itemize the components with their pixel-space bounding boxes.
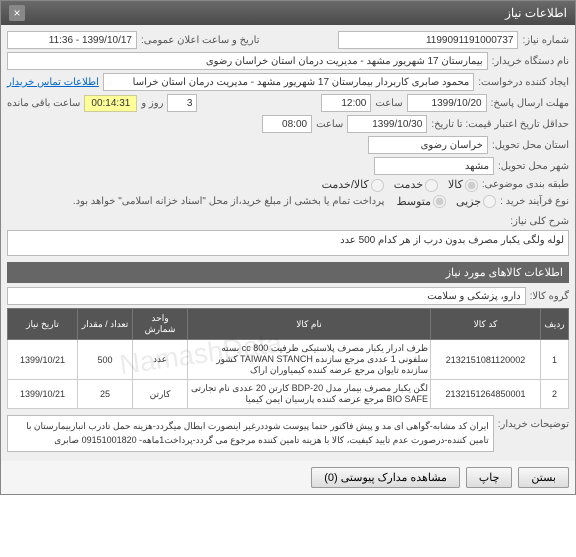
col-code: کد کالا: [431, 309, 541, 340]
deadline-date: 1399/10/20: [407, 94, 487, 112]
window-title: اطلاعات نیاز: [505, 6, 567, 20]
window: اطلاعات نیاز × شماره نیاز: 1199091191000…: [0, 0, 576, 495]
titlebar: اطلاعات نیاز ×: [1, 1, 575, 25]
cell-code: 2132151264850001: [431, 380, 541, 409]
cell-n: 1: [541, 340, 569, 380]
min-valid-date: 1399/10/30: [347, 115, 427, 133]
cell-date: 1399/10/21: [8, 340, 78, 380]
cell-unit: کارتن: [133, 380, 188, 409]
days-label: روز و: [141, 98, 163, 109]
deadline-time: 12:00: [321, 94, 371, 112]
delivery-city-label: شهر محل تحویل:: [498, 161, 569, 172]
cell-qty: 500: [78, 340, 133, 380]
cat-goods-service[interactable]: کالا/خدمت: [322, 178, 384, 192]
table-row: 12132151081120002ظرف ادرار یکبار مصرف پل…: [8, 340, 569, 380]
days-field: 3: [167, 94, 197, 112]
process-group: جزیی متوسط: [396, 195, 496, 209]
print-button[interactable]: چاپ: [466, 467, 513, 488]
close-button[interactable]: بستن: [518, 467, 569, 488]
buyer-desc-label: توضیحات خریدار:: [498, 415, 569, 430]
cell-code: 2132151081120002: [431, 340, 541, 380]
min-valid-time: 08:00: [262, 115, 312, 133]
min-valid-label: حداقل تاریخ اعتبار قیمت: تا تاریخ:: [431, 119, 569, 130]
goods-table: ردیف کد کالا نام کالا واحد شمارش تعداد /…: [7, 308, 569, 409]
buyer-org-field: بیمارستان 17 شهریور مشهد - مدیریت درمان …: [7, 52, 488, 70]
cell-unit: عدد: [133, 340, 188, 380]
timer: 00:14:31: [84, 95, 137, 112]
announce-field: 1399/10/17 - 11:36: [7, 31, 137, 49]
buyer-org-label: نام دستگاه خریدار:: [492, 56, 569, 67]
delivery-city: مشهد: [374, 157, 494, 175]
cell-n: 2: [541, 380, 569, 409]
delivery-prov: خراسان رضوی: [368, 136, 488, 154]
group-label: گروه کالا:: [530, 291, 569, 302]
process-type-label: نوع فرآیند خرید :: [500, 196, 569, 207]
need-title: لوله ولگی یکبار مصرف بدون درب از هر کدام…: [7, 230, 569, 256]
buyer-desc: ایران کد مشابه-گواهی ای مد و پیش فاکتور …: [7, 415, 494, 452]
need-title-label: شرح کلی نیاز:: [510, 216, 569, 227]
table-row: 22132151264850001لگن یکبار مصرف بیمار مد…: [8, 380, 569, 409]
need-no-label: شماره نیاز:: [522, 35, 569, 46]
need-no-field: 1199091191000737: [338, 31, 518, 49]
cat-goods[interactable]: کالا: [448, 178, 478, 192]
attachments-button[interactable]: مشاهده مدارک پیوستی (0): [311, 467, 460, 488]
cell-name: لگن یکبار مصرف بیمار مدل BDP-20 کارتن 20…: [188, 380, 431, 409]
col-name: نام کالا: [188, 309, 431, 340]
cat-service[interactable]: خدمت: [394, 178, 438, 192]
announce-label: تاریخ و ساعت اعلان عمومی:: [141, 35, 260, 46]
content: شماره نیاز: 1199091191000737 تاریخ و ساع…: [1, 25, 575, 461]
table-wrap: ردیف کد کالا نام کالا واحد شمارش تعداد /…: [7, 308, 569, 409]
deadline-send-label: مهلت ارسال پاسخ:: [491, 98, 569, 109]
goods-section: اطلاعات کالاهای مورد نیاز: [7, 262, 569, 283]
cell-date: 1399/10/21: [8, 380, 78, 409]
col-row: ردیف: [541, 309, 569, 340]
footer: بستن چاپ مشاهده مدارک پیوستی (0): [1, 461, 575, 494]
group-field: دارو، پزشکی و سلامت: [7, 287, 526, 305]
delivery-prov-label: استان محل تحویل:: [492, 140, 569, 151]
remain-label: ساعت باقی مانده: [7, 98, 80, 109]
payment-note: پرداخت تمام یا بخشی از مبلغ خرید،از محل …: [73, 196, 385, 207]
time-label-2: ساعت: [316, 119, 343, 130]
category-label: طبقه بندی موضوعی:: [482, 179, 569, 190]
proc-small[interactable]: جزیی: [456, 195, 496, 209]
category-group: کالا خدمت کالا/خدمت: [322, 178, 478, 192]
col-qty: تعداد / مقدار: [78, 309, 133, 340]
cell-name: ظرف ادرار یکبار مصرف پلاستیکی ظرفیت 800 …: [188, 340, 431, 380]
col-unit: واحد شمارش: [133, 309, 188, 340]
cell-qty: 25: [78, 380, 133, 409]
creator-label: ایجاد کننده درخواست:: [478, 77, 569, 88]
time-label-1: ساعت: [375, 98, 402, 109]
proc-medium[interactable]: متوسط: [396, 195, 446, 209]
contact-link[interactable]: اطلاعات تماس خریدار: [7, 77, 99, 88]
col-date: تاریخ نیاز: [8, 309, 78, 340]
creator-field: محمود صابری کاربردار بیمارستان 17 شهریور…: [103, 73, 474, 91]
close-icon[interactable]: ×: [9, 5, 25, 21]
